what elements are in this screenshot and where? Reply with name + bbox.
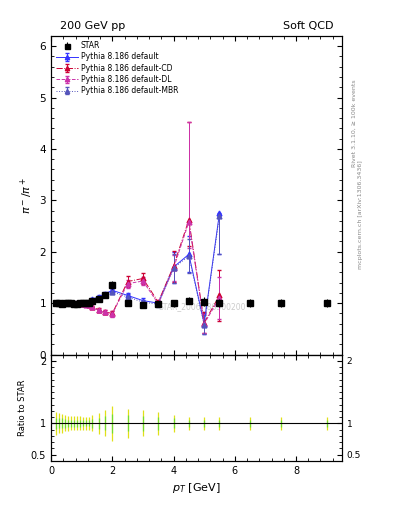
- Text: Soft QCD: Soft QCD: [283, 21, 333, 31]
- X-axis label: $p_T$ [GeV]: $p_T$ [GeV]: [172, 481, 221, 495]
- Text: mcplots.cern.ch [arXiv:1306.3436]: mcplots.cern.ch [arXiv:1306.3436]: [358, 161, 363, 269]
- Text: Rivet 3.1.10, ≥ 100k events: Rivet 3.1.10, ≥ 100k events: [352, 79, 357, 167]
- Text: 200 GeV pp: 200 GeV pp: [60, 21, 125, 31]
- Text: STAR_2006_I86500200: STAR_2006_I86500200: [158, 302, 246, 311]
- Y-axis label: $\pi^- / \pi^+$: $\pi^- / \pi^+$: [19, 177, 35, 214]
- Y-axis label: Ratio to STAR: Ratio to STAR: [18, 379, 27, 436]
- Legend: STAR, Pythia 8.186 default, Pythia 8.186 default-CD, Pythia 8.186 default-DL, Py: STAR, Pythia 8.186 default, Pythia 8.186…: [55, 39, 180, 97]
